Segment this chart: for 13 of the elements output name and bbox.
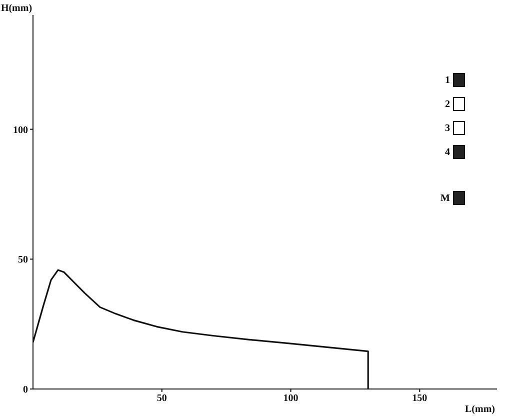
annotation: 4 bbox=[444, 146, 450, 158]
y-tick-label: 100 bbox=[13, 124, 28, 136]
y-tick-label: 50 bbox=[18, 254, 28, 266]
y-tick-label: 0 bbox=[23, 384, 28, 396]
x-tick-label: 150 bbox=[412, 393, 428, 404]
annotation: M bbox=[440, 192, 450, 204]
x-tick-label: 50 bbox=[156, 393, 167, 404]
x-axis-title: L(mm) bbox=[465, 404, 495, 415]
annotation: 2 bbox=[444, 98, 450, 110]
annotation: 1 bbox=[444, 74, 450, 86]
x-tick-label: 100 bbox=[283, 393, 298, 404]
y-axis-title: H(mm) bbox=[0, 3, 32, 14]
annotation: 3 bbox=[444, 122, 450, 134]
